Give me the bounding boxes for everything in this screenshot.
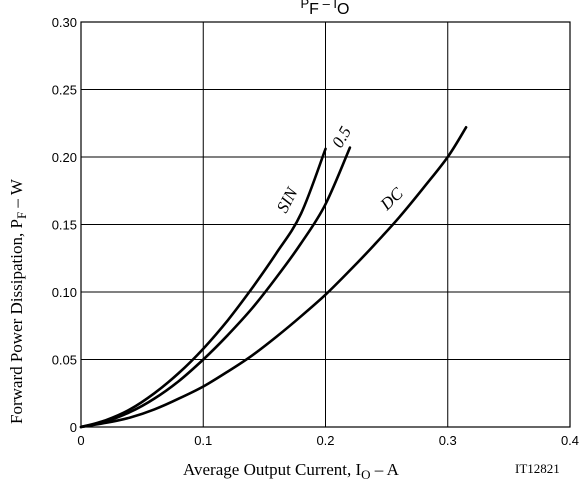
- x-tick-label: 0.2: [316, 433, 334, 448]
- grid: [81, 22, 570, 427]
- chart-title: PF – IO: [301, 0, 350, 18]
- x-tick-label: 0.3: [439, 433, 457, 448]
- y-axis-label-text: Forward Power Dissipation, P: [7, 219, 26, 424]
- y-tick-labels: 0 0.05 0.10 0.15 0.20 0.25 0.30: [52, 15, 77, 435]
- chart-title-sep: –: [319, 0, 333, 11]
- series-label-sin: SIN: [273, 183, 303, 216]
- series-line-sin: [79, 147, 327, 429]
- chart-title-main: P: [301, 0, 310, 11]
- x-axis-label-sub: O: [361, 467, 370, 482]
- plot-border: [80, 21, 571, 428]
- chart-title-var: I: [333, 0, 337, 11]
- figure-code: IT12821: [515, 461, 560, 476]
- x-tick-labels: 0 0.1 0.2 0.3 0.4: [77, 433, 579, 448]
- chart-title-main-sub: F: [309, 1, 319, 18]
- y-tick-label: 0.10: [52, 285, 77, 300]
- series-label-dc: DC: [376, 183, 407, 214]
- x-axis-label-text: Average Output Current, I: [183, 460, 361, 479]
- series-line-dc: [79, 126, 468, 429]
- y-tick-label: 0.05: [52, 353, 77, 368]
- y-tick-label: 0.15: [52, 218, 77, 233]
- y-tick-label: 0: [70, 420, 77, 435]
- chart-title-var-sub: O: [337, 1, 349, 18]
- y-tick-label: 0.25: [52, 83, 77, 98]
- curves: [79, 126, 468, 429]
- x-axis-label: Average Output Current, IO – A: [183, 460, 400, 482]
- y-tick-label: 0.30: [52, 15, 77, 30]
- y-axis-label-suffix: – W: [7, 178, 26, 212]
- y-tick-label: 0.20: [52, 150, 77, 165]
- plot-frame: [80, 21, 571, 428]
- y-axis-label: Forward Power Dissipation, PF – W: [7, 178, 29, 424]
- x-tick-label: 0: [77, 433, 84, 448]
- x-tick-label: 0.4: [561, 433, 579, 448]
- series-line-0-5: [79, 146, 352, 429]
- y-axis-label-sub: F: [14, 212, 29, 219]
- series-label-0-5: 0.5: [328, 123, 355, 151]
- x-axis-label-suffix: – A: [371, 460, 400, 479]
- x-tick-label: 0.1: [194, 433, 212, 448]
